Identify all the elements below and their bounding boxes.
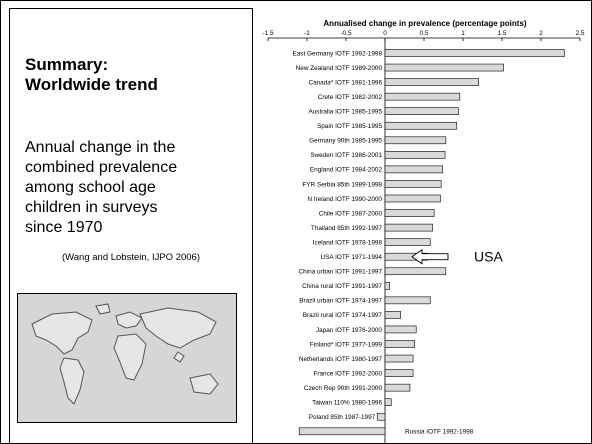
- x-tick-label: -1.5: [262, 30, 274, 37]
- bar: [384, 165, 444, 174]
- category-label: Brazil rural IOTF 1974-1997: [303, 312, 383, 319]
- category-label: Netherlands IOTF 1980-1997: [299, 356, 383, 363]
- bar: [384, 281, 390, 290]
- bar: [384, 223, 433, 232]
- category-label: Taiwan 110% 1980-1996: [312, 400, 382, 407]
- bar: [384, 296, 431, 305]
- category-label: Sweden IOTF 1986-2001: [310, 152, 382, 159]
- bar: [384, 92, 461, 101]
- bar: [384, 121, 458, 130]
- bar: [384, 180, 442, 188]
- category-label: N Ireland IOTF 1990-2000: [307, 196, 382, 203]
- bar: [384, 136, 447, 145]
- category-label: East Germany IOTF 1992-1998: [292, 50, 382, 57]
- world-map-icon: [31, 303, 219, 405]
- category-label: England IOTF 1984-2002: [310, 167, 383, 174]
- category-label: Canada* IOTF 1981-1996: [308, 79, 382, 86]
- category-label: China urban IOTF 1991-1997: [299, 269, 383, 276]
- summary-title: Summary: Worldwide trend: [25, 55, 245, 95]
- bar: [384, 107, 459, 115]
- bar: [384, 151, 446, 159]
- summary-title-line: Summary:: [25, 55, 109, 74]
- usa-arrow-icon: [411, 248, 449, 265]
- summary-body-line: children in surveys: [25, 199, 158, 216]
- bar: [384, 209, 435, 217]
- summary-body-line: combined prevalence: [25, 159, 178, 176]
- usa-label: USA: [474, 249, 503, 265]
- summary-title-line: Worldwide trend: [25, 75, 158, 94]
- bar: [384, 49, 565, 57]
- x-tick-label: 0.5: [419, 30, 428, 37]
- category-label: Japan IOTF 1976-2000: [316, 327, 383, 334]
- category-label: Australia IOTF 1985-1995: [308, 109, 382, 116]
- category-label: Czech Rep 90th 1991-2000: [304, 385, 383, 392]
- bar: [384, 238, 431, 246]
- bar: [384, 340, 415, 348]
- summary-body-line: since 1970: [25, 219, 103, 236]
- citation: (Wang and Lobstein, IJPO 2006): [61, 252, 200, 263]
- summary-body-line: Annual change in the: [25, 139, 176, 156]
- summary-body: Annual change in the combined prevalence…: [25, 138, 240, 238]
- category-label: USA IOTF 1971-1994: [321, 254, 383, 261]
- bar: [384, 354, 414, 363]
- category-label: New Zealand IOTF 1989-2000: [296, 65, 383, 72]
- bar: [384, 194, 441, 203]
- x-tick-label: 1: [461, 30, 465, 37]
- bar: [384, 267, 447, 276]
- summary-body-line: among school age: [25, 179, 156, 196]
- bar: [384, 383, 411, 392]
- category-label: France IOTF 1992-2000: [313, 370, 382, 377]
- russia-label: Russia IOTF 1992-1998: [405, 429, 474, 436]
- x-tick-label: -0.5: [340, 30, 352, 37]
- category-label: Spain IOTF 1985-1995: [317, 123, 382, 130]
- bar: [384, 369, 414, 377]
- x-tick-label: 0: [383, 30, 387, 37]
- category-label: Iceland IOTF 1978-1998: [313, 239, 383, 246]
- category-label: Poland 85th 1987-1997: [309, 414, 376, 421]
- x-tick-label: 2.5: [575, 30, 584, 37]
- x-tick-label: -1: [304, 30, 310, 37]
- x-tick-label: 2: [539, 30, 543, 37]
- bar: [384, 63, 504, 72]
- bar: [376, 412, 386, 421]
- category-label: Brazil urban IOTF 1974-1997: [299, 298, 382, 305]
- category-label: Finland* IOTF 1977-1999: [310, 341, 383, 348]
- category-label: Crete IOTF 1982-2002: [318, 94, 383, 101]
- bar: [384, 398, 392, 407]
- category-label: China rural IOTF 1991-1997: [302, 283, 382, 290]
- category-label: Germany 90th 1985-1995: [309, 138, 382, 145]
- x-tick-label: 1.5: [497, 30, 506, 37]
- bar: [384, 311, 401, 319]
- bar: [384, 78, 479, 86]
- bar: [384, 325, 417, 334]
- chart-title: Annualised change in prevalence (percent…: [323, 19, 527, 28]
- bar: [298, 427, 386, 436]
- world-map-image: [17, 293, 237, 423]
- category-label: Chile IOTF 1987-2000: [319, 210, 383, 217]
- category-label: FYR Serbia 85th 1989-1998: [302, 181, 382, 188]
- category-label: Thailand 85th 1992-1997: [311, 225, 383, 232]
